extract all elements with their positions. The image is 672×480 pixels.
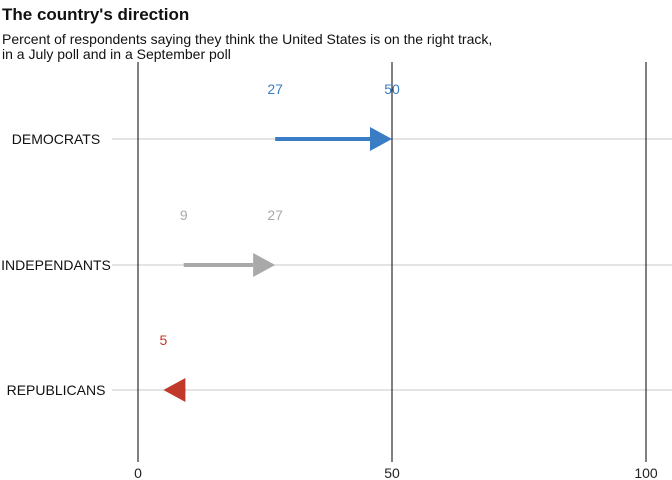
subtitle-line-1: Percent of respondents saying they think… (2, 31, 493, 47)
category-label: DEMOCRATS (12, 131, 100, 147)
arrow-head (253, 253, 276, 277)
value-label: 5 (160, 332, 168, 348)
value-label: 27 (267, 207, 283, 223)
x-tick-label: 0 (134, 465, 142, 480)
chart-labels: 0 50 100 DEMOCRATS INDEPENDANTS REPUBLICANS 27… (1, 81, 658, 480)
chart-marks (163, 127, 392, 402)
category-label: REPUBLICANS (7, 382, 106, 398)
x-tick-label: 50 (384, 465, 400, 480)
gridlines (112, 62, 672, 462)
arrow-head (370, 127, 392, 151)
value-label: 9 (180, 207, 188, 223)
x-tick-label: 100 (634, 465, 658, 480)
category-label: INDEPENDANTS (1, 257, 111, 273)
arrow-head (163, 378, 186, 402)
value-label: 50 (384, 81, 400, 97)
subtitle-line-2: in a July poll and in a September poll (2, 46, 231, 62)
chart-subtitle: Percent of respondents saying they think… (2, 32, 602, 62)
chart-title: The country's direction (2, 5, 190, 24)
value-label: 27 (267, 81, 283, 97)
